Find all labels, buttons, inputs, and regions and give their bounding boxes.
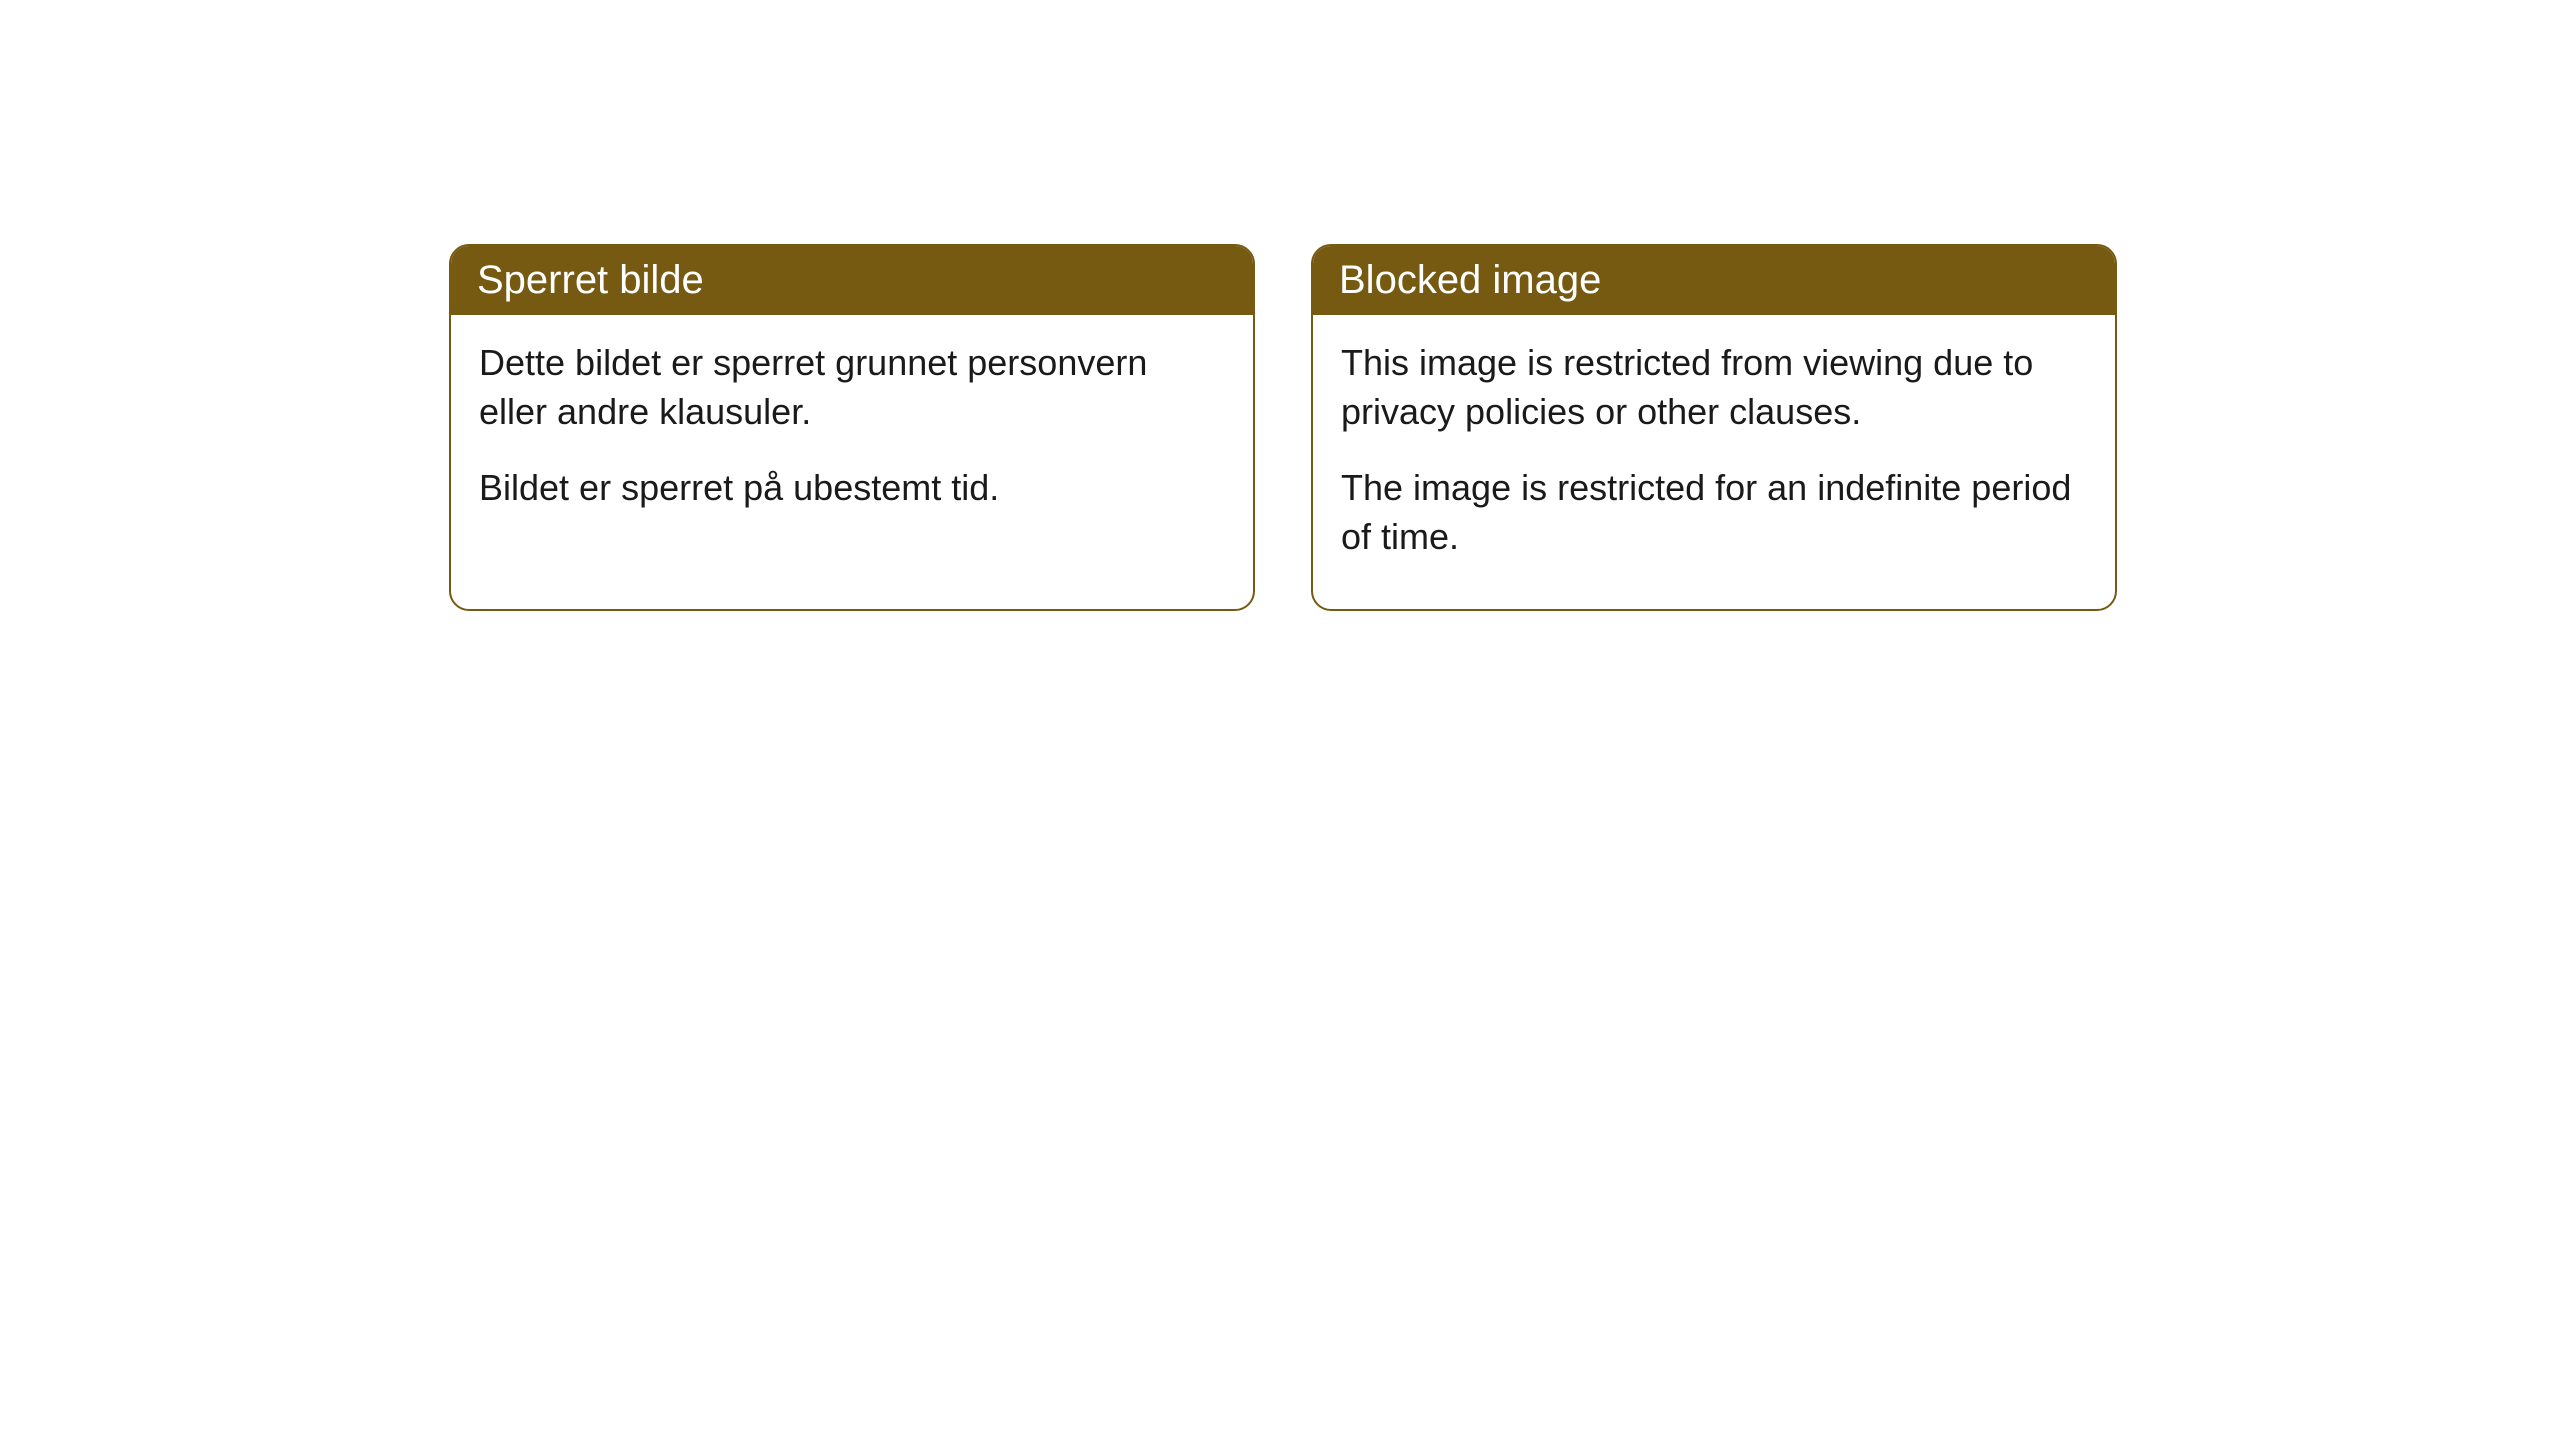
blocked-image-card-no: Sperret bilde Dette bildet er sperret gr…	[449, 244, 1255, 611]
card-body-no: Dette bildet er sperret grunnet personve…	[451, 315, 1253, 561]
card-paragraph-2-no: Bildet er sperret på ubestemt tid.	[479, 464, 1225, 513]
blocked-image-card-en: Blocked image This image is restricted f…	[1311, 244, 2117, 611]
card-header-no: Sperret bilde	[451, 246, 1253, 315]
card-paragraph-2-en: The image is restricted for an indefinit…	[1341, 464, 2087, 561]
card-header-en: Blocked image	[1313, 246, 2115, 315]
card-body-en: This image is restricted from viewing du…	[1313, 315, 2115, 609]
card-paragraph-1-en: This image is restricted from viewing du…	[1341, 339, 2087, 436]
cards-container: Sperret bilde Dette bildet er sperret gr…	[449, 244, 2117, 611]
card-paragraph-1-no: Dette bildet er sperret grunnet personve…	[479, 339, 1225, 436]
